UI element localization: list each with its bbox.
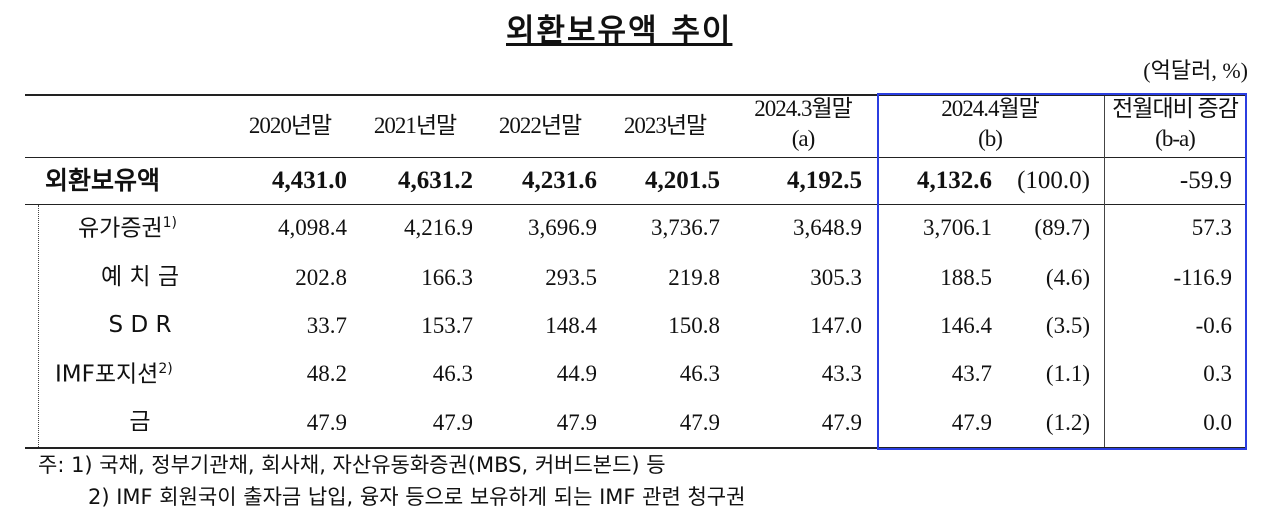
column-header: (b): [978, 126, 1003, 151]
cell: (4.6): [1045, 265, 1090, 290]
row-label: 외환보유액: [45, 166, 161, 195]
cell: 46.3: [432, 361, 473, 386]
cell: 3,736.7: [651, 215, 720, 240]
row-label: S D R: [108, 312, 172, 338]
cell: 166.3: [421, 265, 473, 290]
cell: 4,201.5: [645, 167, 720, 194]
cell: (1.2): [1045, 410, 1090, 435]
note: 2) IMF 회원국이 출자금 납입, 융자 등으로 보유하게 되는 IMF 관…: [88, 485, 746, 509]
column-header: (b-a): [1155, 126, 1196, 151]
cell: 293.5: [545, 265, 597, 290]
footnote-mark: 1): [162, 215, 178, 231]
cell: 219.8: [668, 265, 720, 290]
cell: 47.9: [556, 410, 597, 435]
column-header: (a): [791, 126, 816, 151]
cell: 147.0: [810, 313, 862, 338]
rule: [25, 157, 1247, 158]
highlight-box: [877, 93, 1247, 450]
cell: 44.9: [556, 361, 597, 386]
cell: 33.7: [306, 313, 347, 338]
cell: 43.7: [951, 361, 992, 386]
cell: (3.5): [1045, 313, 1090, 338]
title: 외환보유액 추이: [506, 13, 733, 49]
note: 주: 1) 국채, 정부기관채, 회사채, 자산유동화증권(MBS, 커버드본드…: [38, 453, 666, 477]
column-header: 2022년말: [498, 113, 582, 138]
cell: 47.9: [306, 410, 347, 435]
divider: [38, 205, 39, 447]
cell: -0.6: [1195, 313, 1232, 338]
unit: (억달러, %): [1143, 58, 1248, 83]
cell: 150.8: [668, 313, 720, 338]
cell: 4,192.5: [787, 167, 862, 194]
footnote-mark: 2): [158, 361, 173, 377]
row-label: 금: [129, 409, 151, 435]
column-header: 2024.4월말: [941, 96, 1040, 121]
cell: 47.9: [951, 410, 992, 435]
cell: 47.9: [679, 410, 720, 435]
cell: -59.9: [1179, 167, 1232, 194]
cell: 4,231.6: [522, 167, 597, 194]
divider: [1104, 96, 1105, 447]
cell: 43.3: [821, 361, 862, 386]
cell: 0.0: [1203, 410, 1232, 435]
cell: 46.3: [679, 361, 720, 386]
cell: 0.3: [1203, 361, 1232, 386]
cell: (1.1): [1045, 361, 1090, 386]
row-label: 유가증권1): [78, 215, 178, 242]
column-header: 2024.3월말: [754, 96, 853, 121]
cell: 4,216.9: [404, 215, 473, 240]
cell: 146.4: [940, 313, 992, 338]
column-header: 2020년말: [248, 113, 332, 138]
column-header: 전월대비 증감: [1112, 96, 1239, 121]
cell: (100.0): [1017, 167, 1090, 194]
cell: (89.7): [1034, 215, 1090, 240]
cell: 188.5: [940, 265, 992, 290]
cell: 4,098.4: [278, 215, 347, 240]
rule: [25, 447, 1247, 449]
cell: 4,431.0: [272, 167, 347, 194]
rule: [25, 204, 1247, 205]
cell: 3,648.9: [793, 215, 862, 240]
cell: -116.9: [1173, 265, 1232, 290]
column-header: 2023년말: [623, 113, 707, 138]
cell: 47.9: [432, 410, 473, 435]
cell: 202.8: [295, 265, 347, 290]
cell: 3,696.9: [528, 215, 597, 240]
cell: 47.9: [821, 410, 862, 435]
rule: [25, 94, 1247, 96]
cell: 153.7: [421, 313, 473, 338]
cell: 48.2: [306, 361, 347, 386]
cell: 57.3: [1191, 215, 1232, 240]
cell: 305.3: [810, 265, 862, 290]
column-header: 2021년말: [373, 113, 457, 138]
row-label: 예 치 금: [100, 264, 180, 290]
cell: 148.4: [545, 313, 597, 338]
row-label: IMF포지션2): [55, 361, 173, 388]
cell: 4,132.6: [917, 167, 992, 194]
cell: 3,706.1: [923, 215, 992, 240]
cell: 4,631.2: [398, 167, 473, 194]
